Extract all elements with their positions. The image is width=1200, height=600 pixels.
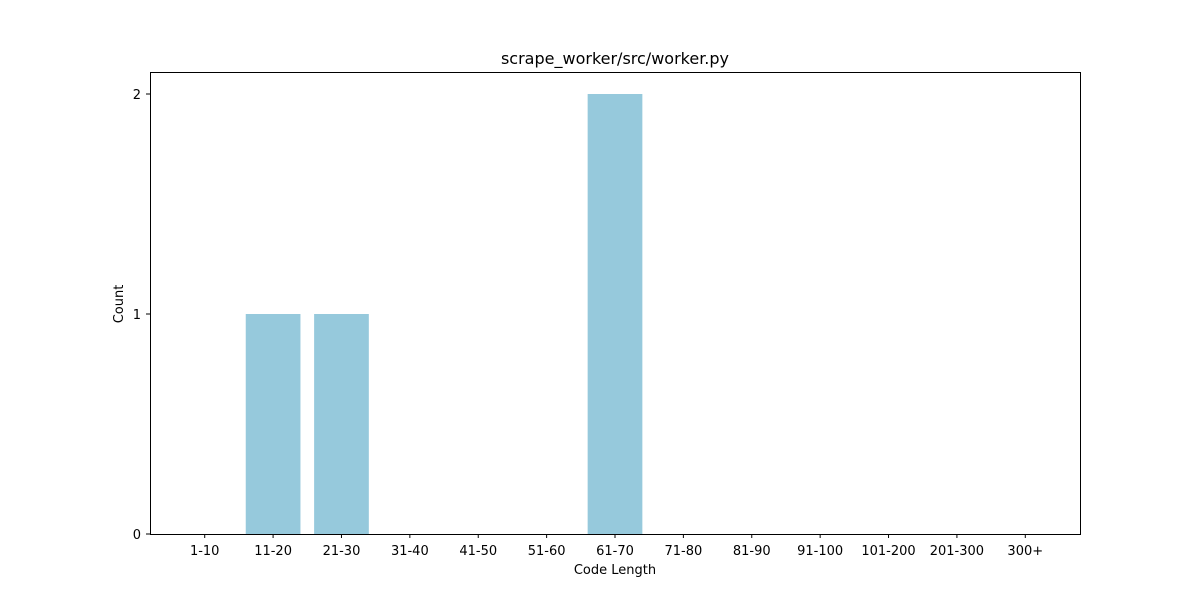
x-axis-label: Code Length (574, 563, 656, 578)
x-tick-label: 91-100 (797, 544, 843, 559)
bar-61-70 (587, 94, 643, 534)
x-tick-label: 71-80 (664, 544, 702, 559)
x-tick-label: 101-200 (861, 544, 915, 559)
x-tick-label: 61-70 (596, 544, 634, 559)
y-tick-label: 0 (133, 528, 141, 543)
x-tick-label: 300+ (1007, 544, 1043, 559)
bar-11-20 (245, 314, 301, 534)
x-tick-label: 81-90 (733, 544, 771, 559)
y-axis-ticks: 0 1 2 (133, 88, 150, 543)
y-axis-label: Count (112, 285, 127, 324)
x-axis-ticks: 1-10 11-20 21-30 31-40 41-50 51-60 61-70 71-80 8… (190, 534, 1043, 559)
x-tick-label: 201-300 (930, 544, 984, 559)
x-tick-label: 41-50 (459, 544, 497, 559)
x-tick-label: 21-30 (323, 544, 361, 559)
y-tick-label: 1 (133, 308, 141, 323)
x-tick-label: 31-40 (391, 544, 429, 559)
bar-21-30 (314, 314, 369, 534)
y-tick-label: 2 (133, 88, 141, 103)
x-tick-label: 1-10 (190, 544, 220, 559)
bars-layer (245, 94, 643, 534)
chart-title: scrape_worker/src/worker.py (501, 49, 729, 69)
x-tick-label: 51-60 (528, 544, 566, 559)
x-tick-label: 11-20 (254, 544, 292, 559)
